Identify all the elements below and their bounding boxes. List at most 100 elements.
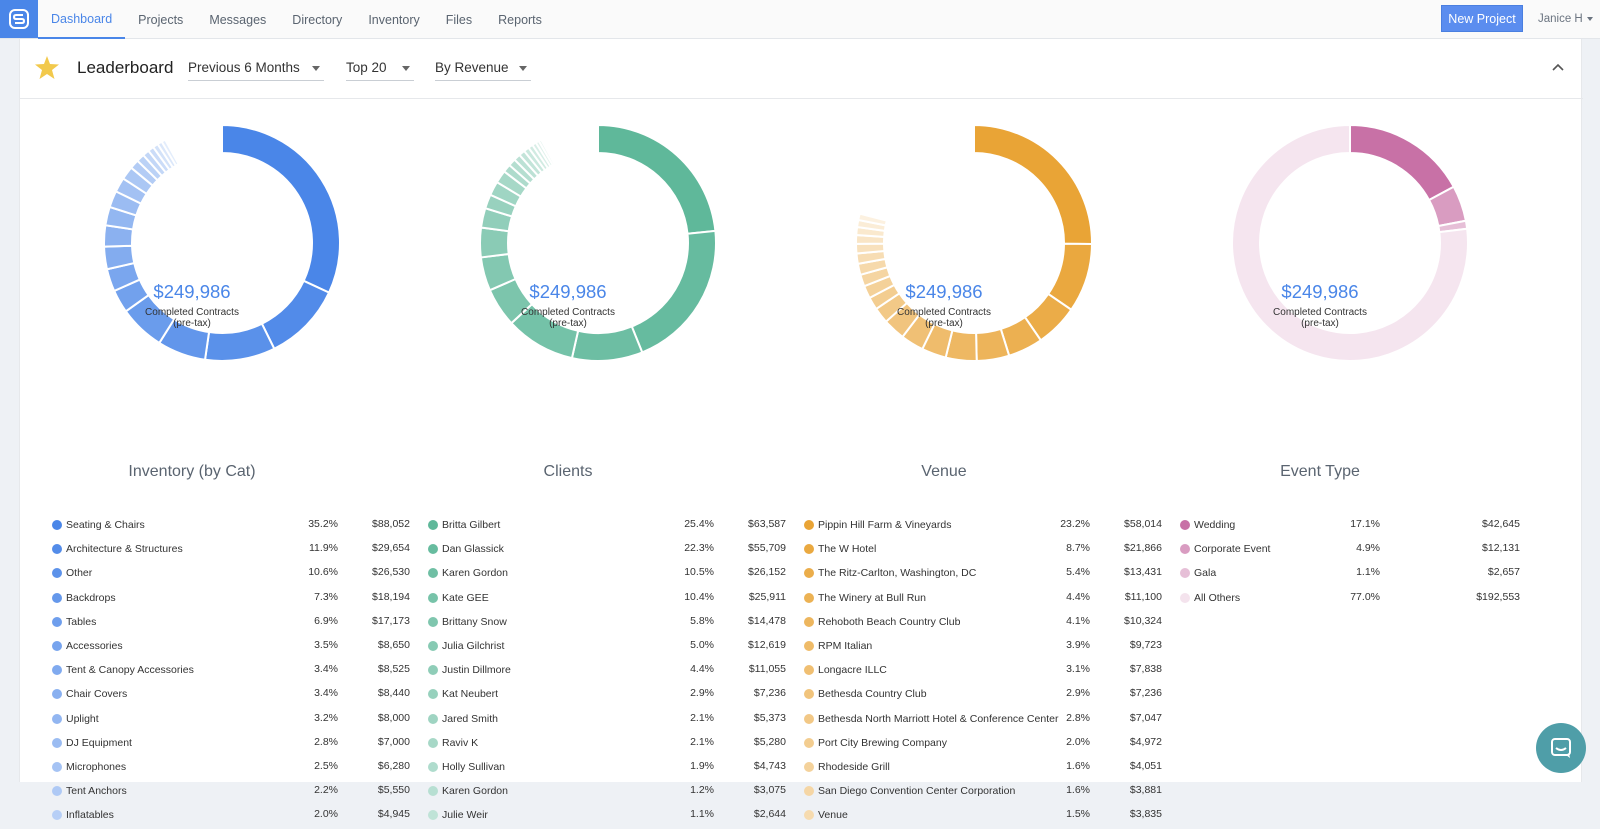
legend-swatch xyxy=(52,713,62,724)
nav-dashboard[interactable]: Dashboard xyxy=(38,0,126,39)
legend-row: Raviv K 2.1% $5,280 xyxy=(428,733,818,757)
donut-slice[interactable] xyxy=(1231,123,1469,362)
legend-percent: 4.9% xyxy=(1356,542,1380,555)
legend-row: Port City Brewing Company 2.0% $4,972 xyxy=(804,733,1194,757)
limit-dropdown[interactable]: Top 20 xyxy=(346,54,414,81)
legend-row: Tent Anchors 2.2% $5,550 xyxy=(52,781,442,805)
sort-dropdown[interactable]: By Revenue xyxy=(435,54,531,81)
new-project-button[interactable]: New Project xyxy=(1441,5,1523,32)
legend-swatch xyxy=(1180,568,1190,579)
legend-percent: 5.8% xyxy=(690,614,714,627)
chat-launcher-button[interactable] xyxy=(1536,723,1586,773)
leaderboard-title: Leaderboard xyxy=(77,58,174,77)
legend-swatch xyxy=(52,640,62,651)
legend-row: Bethesda North Marriott Hotel & Conferen… xyxy=(804,709,1194,733)
legend-swatch xyxy=(52,786,62,797)
center-label-line1: Completed Contracts xyxy=(897,307,991,318)
legend-swatch xyxy=(52,689,62,700)
donut-slice[interactable] xyxy=(854,242,886,255)
legend-name: The W Hotel xyxy=(818,543,877,556)
app-logo[interactable] xyxy=(0,0,38,38)
legend-amount: $88,052 xyxy=(372,518,410,530)
legend-row: Other 10.6% $26,530 xyxy=(52,563,442,587)
legend-swatch xyxy=(428,520,438,530)
center-label: Completed Contracts (pre-tax) xyxy=(1150,307,1490,329)
legend-percent: 3.1% xyxy=(1066,663,1090,676)
donut-slice[interactable] xyxy=(597,123,717,235)
dropdown-arrow-icon xyxy=(402,66,410,71)
legend-amount: $26,152 xyxy=(748,566,786,579)
legend-row: Uplight 3.2% $8,000 xyxy=(52,709,442,733)
legend-name: Brittany Snow xyxy=(442,615,507,628)
legend-row: Holly Sullivan 1.9% $4,743 xyxy=(428,757,818,781)
legend-swatch xyxy=(52,737,62,748)
period-dropdown[interactable]: Previous 6 Months xyxy=(188,54,324,81)
legend-amount: $12,619 xyxy=(748,638,786,651)
legend-name: Justin Dillmore xyxy=(442,664,511,677)
donut-slice[interactable] xyxy=(570,325,644,362)
center-amount: $249,986 xyxy=(153,281,231,302)
legend-swatch xyxy=(804,689,814,700)
legend-name: Seating & Chairs xyxy=(66,519,145,531)
legend-row: Britta Gilbert 25.4% $63,587 xyxy=(428,515,818,539)
user-menu[interactable]: Janice H xyxy=(1538,0,1593,38)
chart-event-type: $249,986 Completed Contracts (pre-tax) E… xyxy=(1180,99,1570,782)
nav-projects[interactable]: Projects xyxy=(138,12,184,27)
legend-percent: 2.2% xyxy=(314,784,338,797)
legend-name: Uplight xyxy=(66,712,99,725)
nav-inventory[interactable]: Inventory xyxy=(368,12,420,27)
legend-name: Raviv K xyxy=(442,736,479,749)
donut-slice[interactable] xyxy=(1349,123,1456,202)
legend-name: Microphones xyxy=(66,760,127,773)
nav-files[interactable]: Files xyxy=(445,12,473,27)
donut-slice[interactable] xyxy=(973,123,1093,246)
donut-slice[interactable] xyxy=(857,212,889,227)
donut-slice[interactable] xyxy=(160,138,181,168)
donut-slice[interactable] xyxy=(203,322,276,362)
legend-amount: $55,709 xyxy=(748,542,786,555)
legend-row: Wedding 17.1% $42,645 xyxy=(1180,515,1570,539)
legend-name: Longacre ILLC xyxy=(818,664,887,677)
legend-percent: 3.2% xyxy=(314,711,338,724)
legend-swatch xyxy=(428,713,438,724)
legend-amount: $26,530 xyxy=(372,566,410,579)
legend-name: Jared Smith xyxy=(442,712,499,725)
legend-row: Tent & Canopy Accessories 3.4% $8,525 xyxy=(52,660,442,684)
legend-amount: $8,000 xyxy=(377,711,410,724)
legend-swatch xyxy=(52,665,62,676)
nav-reports[interactable]: Reports xyxy=(498,12,542,27)
legend-amount: $29,654 xyxy=(372,542,410,555)
legend-swatch xyxy=(804,810,814,821)
nav-directory[interactable]: Directory xyxy=(292,12,343,27)
donut-slice[interactable] xyxy=(537,138,557,167)
legend-row: Rhodeside Grill 1.6% $4,051 xyxy=(804,757,1194,781)
legend-name: Karen Gordon xyxy=(442,567,508,580)
donut-slice[interactable] xyxy=(479,226,510,259)
legend-name: Other xyxy=(66,567,93,580)
chart-title: Venue xyxy=(921,463,967,480)
legend-name: Kate GEE xyxy=(442,591,489,604)
legend-row: All Others 77.0% $192,553 xyxy=(1180,588,1570,612)
legend-amount: $14,478 xyxy=(748,614,786,627)
logo-icon xyxy=(9,9,29,29)
legend-row: Tables 6.9% $17,173 xyxy=(52,612,442,636)
legend-swatch xyxy=(428,810,438,821)
legend-amount: $7,838 xyxy=(1129,663,1162,676)
legend-name: Inflatables xyxy=(66,809,114,822)
legend-row: Backdrops 7.3% $18,194 xyxy=(52,588,442,612)
dropdown-arrow-icon xyxy=(312,66,320,71)
legend-row: San Diego Convention Center Corporation 1… xyxy=(804,781,1194,805)
legend-percent: 2.9% xyxy=(690,687,714,700)
legend-percent: 2.1% xyxy=(690,711,714,724)
chart-legend: Wedding 17.1% $42,645 Corporate Event 4.9% $1… xyxy=(1180,515,1570,612)
legend-name: Corporate Event xyxy=(1194,543,1271,556)
donut-slice[interactable] xyxy=(221,123,341,294)
chevron-up-icon[interactable] xyxy=(1552,63,1564,71)
legend-percent: 10.4% xyxy=(684,590,714,603)
legend-amount: $11,100 xyxy=(1124,590,1162,603)
legend-percent: 4.1% xyxy=(1066,614,1090,627)
nav-messages[interactable]: Messages xyxy=(209,12,267,27)
legend-percent: 1.2% xyxy=(690,784,714,797)
legend-swatch xyxy=(52,520,62,530)
legend-amount: $42,645 xyxy=(1482,518,1520,530)
